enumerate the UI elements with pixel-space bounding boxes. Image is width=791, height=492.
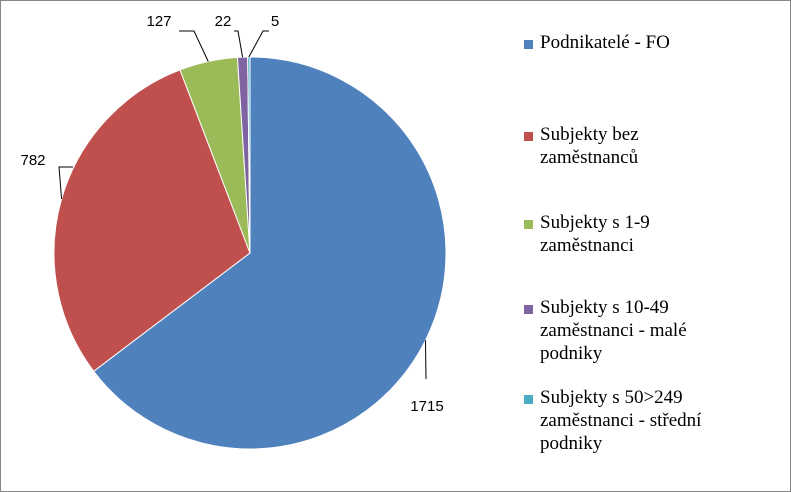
leader-line-5	[248, 30, 269, 58]
legend-swatch-2	[524, 132, 533, 141]
legend-item-4: Subjekty s 10-49 zaměstnanci - malé podn…	[524, 296, 786, 365]
legend-item-3: Subjekty s 1-9 zaměstnanci	[524, 211, 786, 257]
legend-item-1: Podnikatelé - FO	[524, 31, 786, 54]
legend-label-2: Subjekty bez zaměstnanců	[540, 124, 639, 168]
legend-label-3: Subjekty s 1-9 zaměstnanci	[540, 212, 650, 256]
data-label-5: 5	[271, 13, 279, 30]
legend-label-5: Subjekty s 50>249 zaměstnanci - střední …	[540, 387, 702, 454]
leader-line-3	[179, 30, 209, 62]
data-label-2: 782	[20, 152, 45, 169]
legend-swatch-4	[524, 305, 533, 314]
legend-swatch-3	[524, 220, 533, 229]
pie-slice-5	[247, 56, 251, 254]
leader-line-1	[424, 340, 427, 380]
leader-line-4	[234, 30, 244, 58]
legend-label-4: Subjekty s 10-49 zaměstnanci - malé podn…	[540, 297, 687, 364]
legend-item-2: Subjekty bez zaměstnanců	[524, 123, 786, 169]
legend-swatch-5	[524, 395, 533, 404]
legend-swatch-1	[524, 40, 533, 49]
pie-slice-1	[92, 56, 447, 450]
legend-label-1: Podnikatelé - FO	[540, 32, 670, 53]
data-label-3: 127	[146, 13, 171, 30]
data-label-1: 1715	[410, 398, 443, 415]
data-label-4: 22	[215, 13, 232, 30]
legend-item-5: Subjekty s 50>249 zaměstnanci - střední …	[524, 386, 786, 455]
leader-line-2	[58, 166, 73, 200]
